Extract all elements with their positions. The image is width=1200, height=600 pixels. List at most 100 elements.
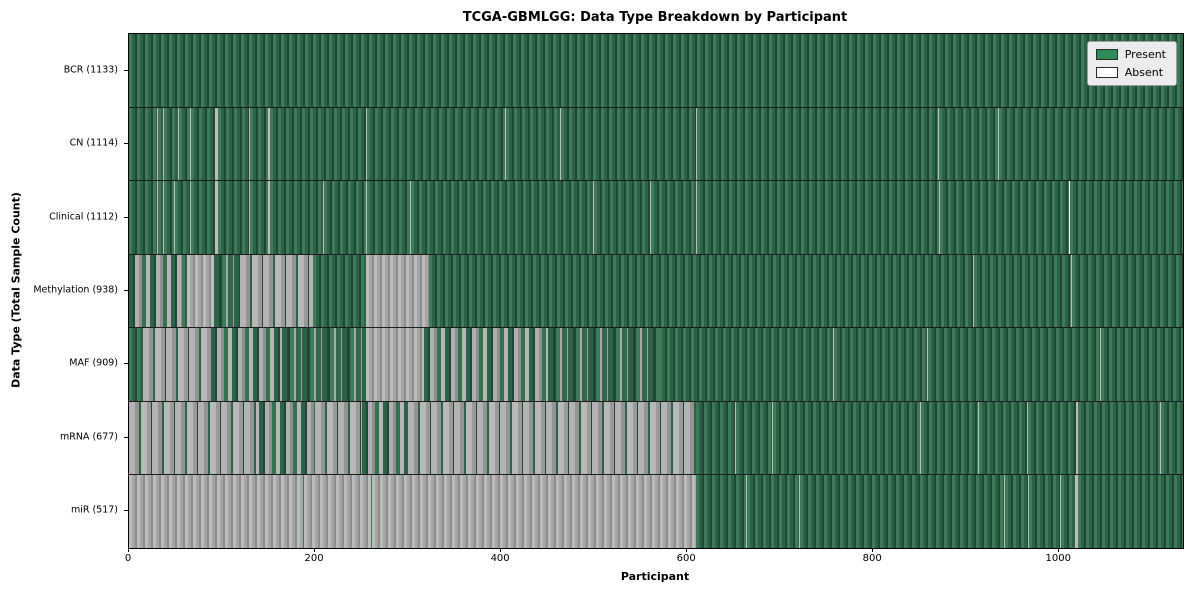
segment-present <box>313 254 367 328</box>
segment-absent <box>978 401 980 475</box>
segment-present <box>218 107 249 181</box>
segment-absent <box>267 181 271 254</box>
segment-absent <box>267 107 271 181</box>
y-tick-mark <box>124 216 128 218</box>
segment-absent <box>1100 328 1102 401</box>
segment-present <box>410 181 594 254</box>
segment-absent <box>1071 254 1073 328</box>
absent-swatch-icon <box>1095 67 1118 78</box>
row-CN <box>129 107 1183 182</box>
segment-absent <box>1027 475 1029 549</box>
segment-mostly_absent <box>315 401 362 475</box>
segment-absent <box>927 328 929 401</box>
x-tick-mark <box>872 548 874 552</box>
y-tick-label-miR: miR (517) <box>70 504 118 516</box>
segment-present <box>697 107 939 181</box>
segment-present <box>367 107 505 181</box>
y-tick-label-MAF: MAF (909) <box>69 357 118 369</box>
x-tick-label-800: 800 <box>862 553 882 564</box>
segment-absent <box>939 181 941 254</box>
segment-mostly_present <box>282 328 367 401</box>
x-tick-label-400: 400 <box>490 553 510 564</box>
present-swatch-icon <box>1095 49 1118 60</box>
row-mRNA <box>129 401 1183 476</box>
segment-present <box>1061 475 1076 549</box>
segment-absent <box>649 181 651 254</box>
segment-absent <box>504 107 506 181</box>
segment-mixed <box>423 328 548 401</box>
segment-absent <box>972 254 974 328</box>
y-tick-label-Clinical: Clinical (1112) <box>49 211 118 223</box>
segment-present <box>979 401 1027 475</box>
segment-absent <box>366 328 424 401</box>
segment-present <box>164 181 174 254</box>
segment-present <box>834 328 928 401</box>
segment-present <box>164 107 179 181</box>
segment-absent <box>156 107 158 181</box>
segment-mostly_present <box>213 254 240 328</box>
row-Clinical <box>129 181 1183 255</box>
segment-absent <box>323 181 325 254</box>
segment-present <box>939 107 998 181</box>
segment-present <box>174 181 191 254</box>
segment-present <box>157 181 164 254</box>
segment-present <box>1077 401 1160 475</box>
segment-mostly_present <box>547 328 660 401</box>
segment-absent <box>798 475 800 549</box>
segment-absent <box>129 475 303 549</box>
segment-absent <box>734 401 736 475</box>
segment-absent <box>1076 401 1078 475</box>
segment-present <box>179 107 191 181</box>
segment-absent <box>696 107 698 181</box>
segment-absent <box>919 401 921 475</box>
segment-absent <box>163 181 165 254</box>
x-tick-mark <box>128 548 129 552</box>
segment-mostly_absent <box>239 254 314 328</box>
segment-present <box>509 254 973 328</box>
segment-mixed <box>210 328 283 401</box>
y-tick-mark <box>124 69 128 71</box>
segment-absent <box>173 181 175 254</box>
segment-present <box>560 107 697 181</box>
segment-absent <box>249 107 250 181</box>
segment-present <box>1069 181 1183 254</box>
segment-absent <box>249 181 250 254</box>
legend-present-label: Present <box>1124 48 1166 61</box>
y-tick-label-CN: CN (1114) <box>69 137 118 149</box>
legend-absent-label: Absent <box>1124 66 1164 79</box>
segment-present <box>157 107 164 181</box>
segment-present <box>505 107 560 181</box>
segment-absent <box>593 181 595 254</box>
y-axis-label: Data Type (Total Sample Count) <box>9 192 23 388</box>
x-tick-mark <box>1058 548 1060 552</box>
x-tick-label-600: 600 <box>676 553 696 564</box>
segment-present <box>697 181 940 254</box>
segment-present <box>302 475 304 549</box>
segment-present <box>370 475 372 549</box>
segment-absent <box>186 254 214 328</box>
y-tick-label-mRNA: mRNA (677) <box>59 431 118 443</box>
segment-present <box>1160 401 1183 475</box>
segment-absent <box>190 107 192 181</box>
row-BCR <box>129 34 1183 108</box>
x-tick-mark <box>500 548 502 552</box>
segment-absent <box>409 181 411 254</box>
segment-absent <box>366 254 430 328</box>
segment-absent <box>303 475 371 549</box>
x-tick-mark <box>314 548 316 552</box>
segment-mixed <box>129 254 183 328</box>
segment-present <box>129 34 1183 107</box>
segment-present <box>1077 475 1183 549</box>
segment-absent <box>366 181 368 254</box>
segment-absent <box>214 107 219 181</box>
x-tick-label-200: 200 <box>304 553 324 564</box>
y-tick-mark <box>124 290 128 291</box>
segment-present <box>735 401 772 475</box>
segment-present <box>772 401 920 475</box>
segment-absent <box>1026 401 1028 475</box>
y-tick-mark <box>124 510 128 512</box>
segment-present <box>920 401 979 475</box>
segment-absent <box>214 181 219 254</box>
segment-present <box>746 475 799 549</box>
